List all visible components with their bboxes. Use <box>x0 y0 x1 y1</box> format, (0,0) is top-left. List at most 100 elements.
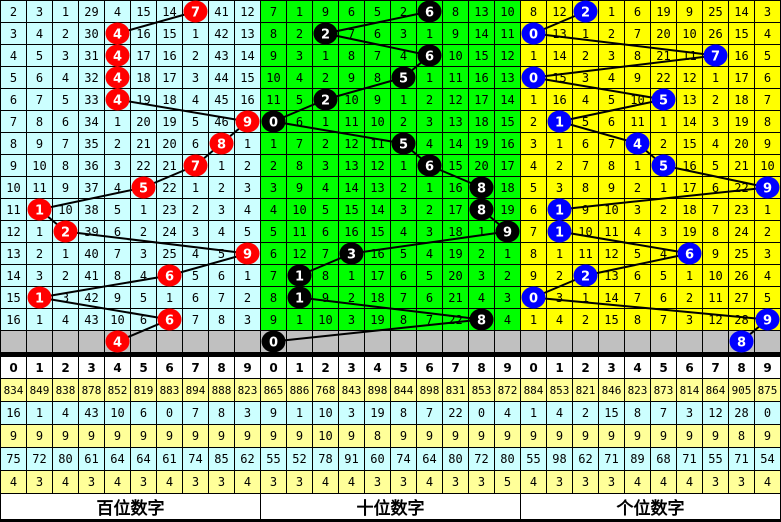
grid-cell: 5 <box>261 221 286 242</box>
grid-cell: 14 <box>599 287 624 308</box>
stat-cell: 43 <box>79 402 104 424</box>
grid-cell: 1 <box>27 309 52 330</box>
stat-cell: 3 <box>261 471 286 493</box>
grid-cell: 14 <box>495 89 520 110</box>
stat-cell: 12 <box>703 402 728 424</box>
stat-cell: 78 <box>313 448 338 470</box>
grid-cell: 8 <box>339 45 364 66</box>
grid-cell: 1 <box>53 1 78 22</box>
grid-cell: 23 <box>157 199 182 220</box>
grid-cell: 3 <box>625 199 650 220</box>
digit-header: 2 <box>573 357 598 378</box>
stat-cell: 22 <box>443 402 468 424</box>
hit-ball: 6 <box>417 0 442 23</box>
grid-cell: 5 <box>183 111 208 132</box>
grid-cell: 10 <box>53 199 78 220</box>
stat-cell: 71 <box>729 448 754 470</box>
pending-cell <box>391 331 416 352</box>
grid-cell: 5 <box>313 199 338 220</box>
stat-cell: 844 <box>391 379 416 401</box>
grid-cell: 9 <box>573 199 598 220</box>
grid-cell: 1 <box>209 155 234 176</box>
svg-text:2: 2 <box>321 28 330 43</box>
grid-cell: 1 <box>417 67 442 88</box>
grid-cell: 43 <box>209 45 234 66</box>
trend-line-segment <box>325 10 430 35</box>
stat-cell: 883 <box>157 379 182 401</box>
grid-cell: 4 <box>105 1 130 22</box>
grid-cell: 2 <box>677 287 702 308</box>
pending-cell <box>469 331 494 352</box>
grid-cell: 3 <box>27 1 52 22</box>
stat-cell: 9 <box>27 425 52 447</box>
grid-cell: 10 <box>755 155 780 176</box>
grid-cell: 11 <box>1 199 26 220</box>
grid-cell: 1 <box>547 243 572 264</box>
grid-cell: 7 <box>261 1 286 22</box>
grid-cell: 1 <box>677 265 702 286</box>
svg-text:5: 5 <box>139 182 148 197</box>
svg-text:8: 8 <box>217 138 226 153</box>
grid-cell: 13 <box>443 111 468 132</box>
pending-cell <box>443 331 468 352</box>
trend-line-segment <box>533 296 768 321</box>
grid-cell: 20 <box>157 133 182 154</box>
grid-cell: 3 <box>495 287 520 308</box>
grid-cell: 9 <box>339 67 364 88</box>
stat-cell: 853 <box>469 379 494 401</box>
grid-cell: 2 <box>235 155 260 176</box>
grid-cell: 2 <box>131 221 156 242</box>
stat-cell: 60 <box>365 448 390 470</box>
grid-cell: 18 <box>729 89 754 110</box>
grid-cell: 2 <box>573 309 598 330</box>
grid-cell: 20 <box>443 265 468 286</box>
grid-cell: 22 <box>157 177 182 198</box>
trend-line-segment <box>65 230 248 255</box>
pending-cell <box>703 331 728 352</box>
grid-cell: 12 <box>547 1 572 22</box>
grid-cell: 41 <box>209 1 234 22</box>
stat-cell: 4 <box>339 471 364 493</box>
stat-cell: 52 <box>287 448 312 470</box>
grid-cell: 1 <box>235 133 260 154</box>
grid-cell: 5 <box>1 67 26 88</box>
grid-cell: 19 <box>495 199 520 220</box>
stat-cell: 4 <box>495 402 520 424</box>
trend-line-segment <box>117 10 196 35</box>
pending-cell <box>417 331 442 352</box>
stat-cell: 4 <box>755 471 780 493</box>
grid-cell: 37 <box>79 177 104 198</box>
grid-cell: 2 <box>209 177 234 198</box>
grid-cell: 11 <box>339 111 364 132</box>
grid-cell: 17 <box>131 45 156 66</box>
grid-cell: 18 <box>365 287 390 308</box>
grid-cell: 13 <box>469 1 494 22</box>
digit-header: 0 <box>261 357 286 378</box>
stat-cell: 3 <box>183 471 208 493</box>
grid-cell: 1 <box>651 177 676 198</box>
grid-cell: 4 <box>755 265 780 286</box>
stat-cell: 853 <box>547 379 572 401</box>
grid-cell: 9 <box>313 287 338 308</box>
grid-cell: 19 <box>729 111 754 132</box>
grid-cell: 1 <box>755 199 780 220</box>
grid-cell: 8 <box>105 265 130 286</box>
grid-cell: 3 <box>209 199 234 220</box>
svg-text:3: 3 <box>347 248 356 263</box>
grid-cell: 4 <box>417 243 442 264</box>
grid-cell: 32 <box>79 67 104 88</box>
stat-cell: 64 <box>131 448 156 470</box>
grid-cell: 5 <box>391 243 416 264</box>
svg-text:0: 0 <box>269 336 278 351</box>
pending-cell <box>755 331 780 352</box>
stat-cell: 91 <box>339 448 364 470</box>
digit-header: 2 <box>313 357 338 378</box>
grid-cell: 13 <box>1 243 26 264</box>
grid-cell: 17 <box>157 67 182 88</box>
grid-cell: 1 <box>521 89 546 110</box>
hit-ball: 5 <box>131 176 156 199</box>
grid-cell: 9 <box>261 309 286 330</box>
grid-cell: 18 <box>157 89 182 110</box>
stat-cell: 68 <box>651 448 676 470</box>
grid-cell: 7 <box>183 309 208 330</box>
